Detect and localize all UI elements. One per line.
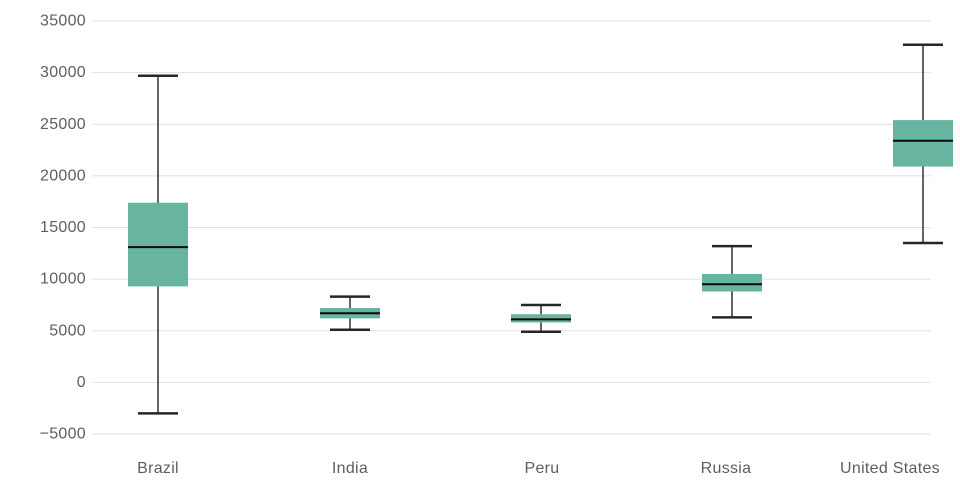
boxplot-united-states xyxy=(893,43,953,245)
y-axis-tick-label: 35000 xyxy=(40,13,86,30)
x-axis-label-peru: Peru xyxy=(525,460,560,477)
y-axis-tick-label: 0 xyxy=(77,374,86,391)
y-grid xyxy=(92,20,931,435)
y-axis-tick-label: 25000 xyxy=(40,116,86,133)
boxplot-peru xyxy=(511,303,571,334)
y-axis-tick-label: −5000 xyxy=(40,426,86,443)
iqr-box xyxy=(702,273,762,292)
y-axis-tick-label: 20000 xyxy=(40,167,86,184)
x-axis-labels: Brazil India Peru Russia United States xyxy=(137,460,940,477)
iqr-box xyxy=(128,202,188,287)
x-axis-label-brazil: Brazil xyxy=(137,460,179,477)
y-axis-tick-label: 10000 xyxy=(40,271,86,288)
x-axis-label-india: India xyxy=(332,460,368,477)
iqr-box xyxy=(511,314,571,323)
y-axis-labels: 35000 30000 25000 20000 15000 10000 5000 0 −5000 xyxy=(40,13,86,443)
y-axis-tick-label: 5000 xyxy=(49,322,86,339)
boxplot-russia xyxy=(702,244,762,319)
x-axis-label-united-states: United States xyxy=(840,460,940,477)
y-axis-tick-label: 30000 xyxy=(40,64,86,81)
boxplot-brazil xyxy=(128,74,188,415)
iqr-box xyxy=(893,120,953,167)
y-axis-tick-label: 15000 xyxy=(40,219,86,236)
boxplot-india xyxy=(320,295,380,331)
x-axis-label-russia: Russia xyxy=(701,460,752,477)
